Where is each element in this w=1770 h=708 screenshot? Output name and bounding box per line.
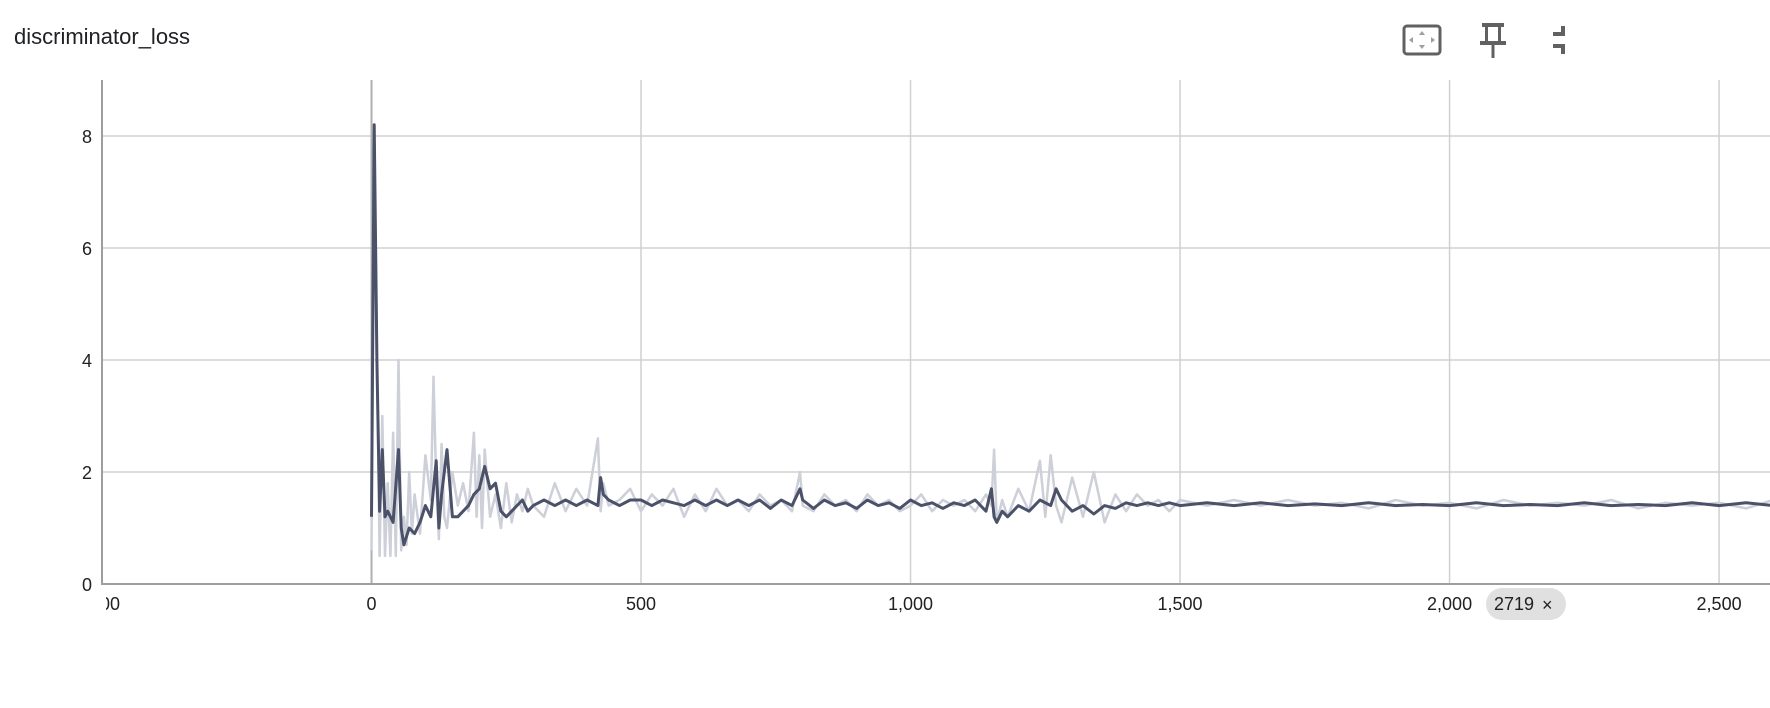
y-tick-label: 6 (82, 239, 92, 259)
x-tick-label: 1,000 (888, 594, 933, 614)
y-tick-label: 4 (82, 351, 92, 371)
x-tick-labels: -500 0 500 1,000 1,500 2,000 2,500 (84, 594, 1742, 614)
collapse-icon (1553, 26, 1565, 54)
pin-icon (1480, 23, 1506, 58)
y-tick-labels: 0 2 4 6 8 (82, 127, 92, 595)
card-title: discriminator_loss (14, 24, 191, 49)
y-tick-label: 0 (82, 575, 92, 595)
close-icon[interactable]: × (1542, 595, 1553, 615)
hover-step-label: 2719 (1494, 594, 1534, 614)
fit-to-screen-icon (1402, 24, 1442, 56)
series-layer (370, 123, 1770, 558)
grid-lines (103, 80, 1770, 584)
hover-step-badge[interactable]: 2719 × (1486, 588, 1566, 620)
collapse-button[interactable] (1544, 18, 1592, 62)
axes (101, 80, 1770, 585)
x-tick-label: -500 (84, 594, 120, 614)
smoothed-series-line (370, 123, 1770, 547)
raw-series-line (370, 129, 1770, 558)
hover-step-badge-bg (1486, 588, 1566, 620)
y-tick-label: 8 (82, 127, 92, 147)
x-tick-label: 2,500 (1697, 594, 1742, 614)
y-tick-label: 2 (82, 463, 92, 483)
x-tick-label: 1,500 (1158, 594, 1203, 614)
card-toolbar (1396, 18, 1770, 62)
fit-domain-button[interactable] (1396, 18, 1444, 62)
x-tick-label: 0 (367, 594, 377, 614)
pin-button[interactable] (1470, 18, 1518, 62)
x-tick-label: 2,000 (1427, 594, 1472, 614)
x-tick-label: 500 (626, 594, 656, 614)
